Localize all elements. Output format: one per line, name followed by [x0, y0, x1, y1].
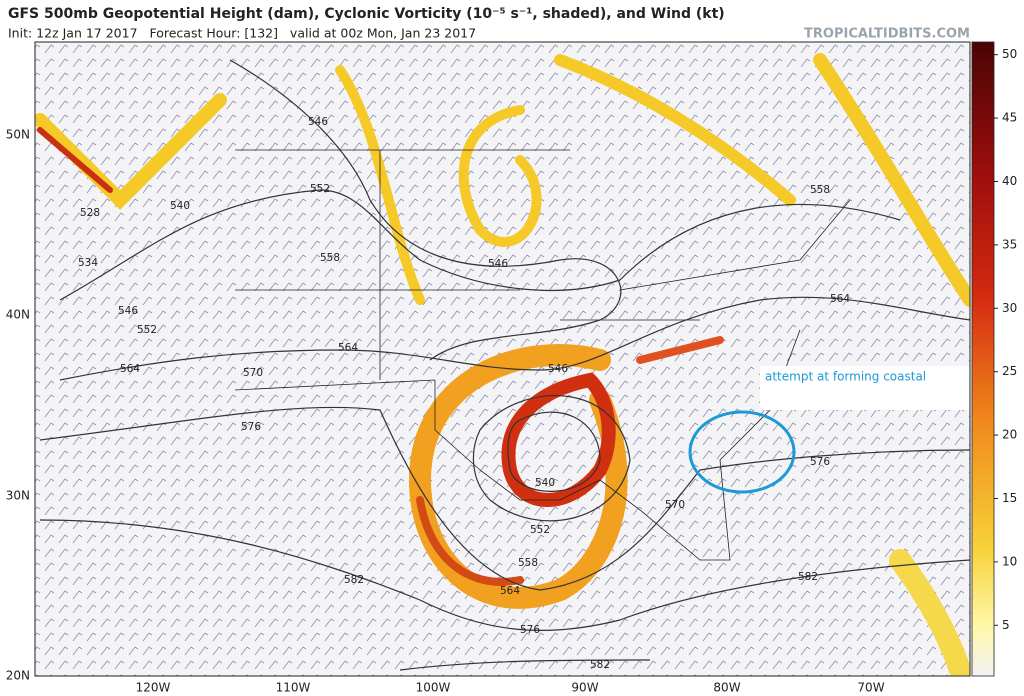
- contour-label: 564: [120, 363, 140, 375]
- colorbar-label: 5: [1002, 618, 1010, 632]
- contour-label: 534: [78, 257, 98, 269]
- longitude-label: 70W: [857, 681, 884, 695]
- contour-label: 558: [810, 184, 830, 196]
- annotation: attempt at forming coastal: [765, 370, 926, 384]
- colorbar-label: 15: [1002, 491, 1017, 505]
- colorbar-label: 50: [1002, 47, 1017, 61]
- colorbar: [971, 41, 995, 677]
- boundaries: [234, 149, 851, 561]
- colorbar-label: 25: [1002, 364, 1017, 378]
- contour-label: 582: [798, 571, 818, 583]
- contour-label: 576: [241, 421, 261, 433]
- colorbar-label: 45: [1002, 111, 1017, 125]
- contour-label: 564: [500, 585, 520, 597]
- contour-label: 564: [830, 293, 850, 305]
- colorbar-label: 20: [1002, 428, 1017, 442]
- colorbar-label: 10: [1002, 554, 1017, 568]
- contour-label: 576: [520, 624, 540, 636]
- site-credit: TROPICALTIDBITS.COM: [804, 27, 970, 42]
- latitude-label: 50N: [6, 128, 30, 142]
- contour-label: 564: [338, 342, 358, 354]
- latitude-label: 30N: [6, 489, 30, 503]
- contour-label: 546: [488, 258, 508, 270]
- highlight-circle: [688, 410, 796, 494]
- contour-label: 576: [810, 456, 830, 468]
- contour-label: 546: [308, 116, 328, 128]
- contour-label: 570: [243, 367, 263, 379]
- latitude-label: 20N: [6, 669, 30, 683]
- contour-label: 558: [518, 557, 538, 569]
- map-area: attempt at forming coastal: [35, 42, 970, 676]
- colorbar-label: 40: [1002, 174, 1017, 188]
- title: GFS 500mb Geopotential Height (dam), Cyc…: [8, 6, 725, 22]
- contour-label: 570: [665, 499, 685, 511]
- contour-label: 546: [548, 363, 568, 375]
- longitude-label: 80W: [713, 681, 740, 695]
- longitude-label: 90W: [571, 681, 598, 695]
- latitude-label: 40N: [6, 308, 30, 322]
- contour-label: 552: [530, 524, 550, 536]
- contour-label: 528: [80, 207, 100, 219]
- contour-label: 546: [118, 305, 138, 317]
- contour-label: 540: [535, 477, 555, 489]
- contour-label: 552: [310, 183, 330, 195]
- contour-label: 582: [344, 574, 364, 586]
- longitude-label: 110W: [276, 681, 311, 695]
- colorbar-label: 35: [1002, 237, 1017, 251]
- longitude-label: 120W: [136, 681, 171, 695]
- init-line: Init: 12z Jan 17 2017 Forecast Hour: [13…: [8, 26, 476, 41]
- annotation-box: [760, 366, 970, 410]
- height-contours: [39, 59, 970, 671]
- contour-label: 540: [170, 200, 190, 212]
- vorticity-shading: [35, 53, 970, 676]
- longitude-label: 100W: [416, 681, 451, 695]
- contour-label: 558: [320, 252, 340, 264]
- contour-label: 582: [590, 659, 610, 671]
- map-frame: [34, 41, 971, 677]
- colorbar-label: 30: [1002, 301, 1017, 315]
- contour-label: 552: [137, 324, 157, 336]
- labels: 50N 40N 30N 20N 120W 110W 100W 90W 80W 70W 546 552 5…: [6, 47, 1018, 694]
